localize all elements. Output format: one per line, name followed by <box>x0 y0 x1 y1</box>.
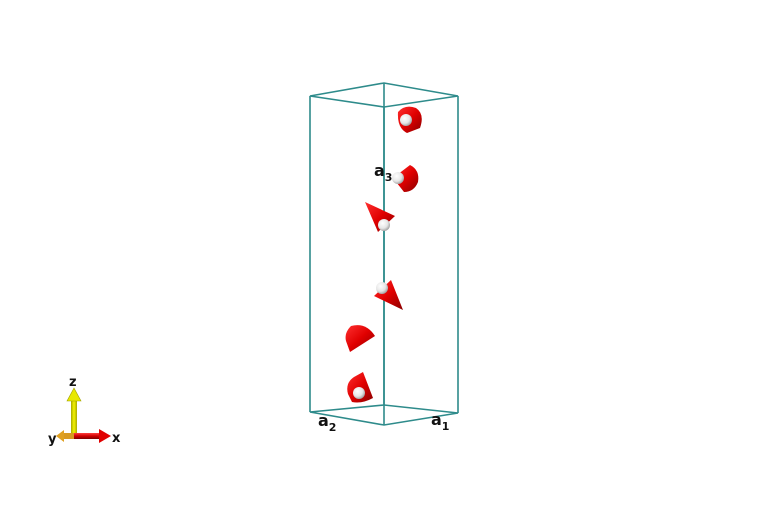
spin-2 <box>392 165 419 192</box>
spin-cone <box>365 202 395 232</box>
spin-5 <box>345 325 375 352</box>
spin-6 <box>347 372 373 403</box>
atom-sphere <box>392 172 404 184</box>
svg-text:a3: a3 <box>374 161 392 184</box>
x-axis-arrow <box>74 429 111 443</box>
atom-sphere <box>400 114 412 126</box>
spin-4 <box>374 280 403 310</box>
atom-sphere <box>376 282 388 294</box>
atom-sphere <box>353 387 365 399</box>
svg-text:a2: a2 <box>318 411 336 434</box>
label-a1: a1 <box>431 410 449 433</box>
axes-triad: z y x <box>48 375 121 447</box>
spin-1 <box>397 106 422 133</box>
z-axis-label: z <box>69 375 77 390</box>
unit-cell <box>309 82 459 426</box>
svg-text:a1: a1 <box>431 410 449 433</box>
label-a2: a2 <box>318 411 336 434</box>
atom-sphere <box>378 219 390 231</box>
spin-cone <box>345 325 375 352</box>
x-axis-label: x <box>112 431 121 446</box>
y-axis-arrow <box>56 430 74 442</box>
z-axis-arrow <box>66 387 82 436</box>
label-a3: a3 <box>374 161 392 184</box>
spin-3 <box>365 202 395 232</box>
spin-cone <box>393 165 419 192</box>
y-axis-label: y <box>48 432 57 447</box>
spin-cone <box>374 280 403 310</box>
